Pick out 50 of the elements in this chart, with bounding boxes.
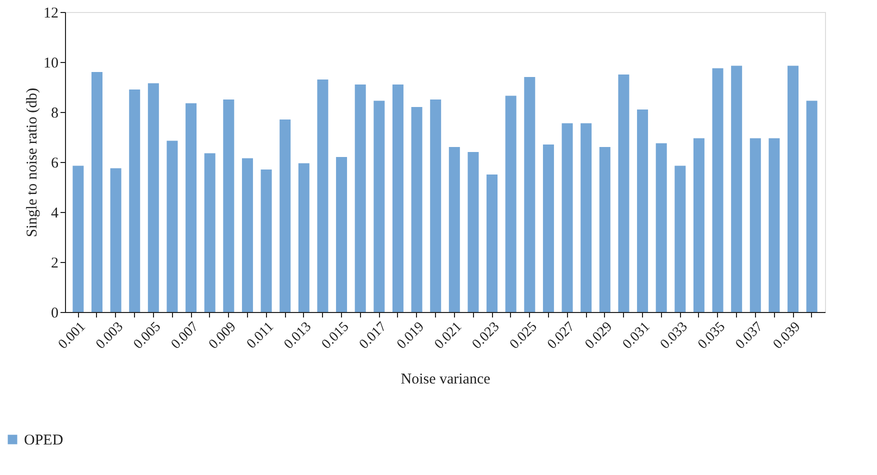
y-axis-title: Single to noise ratio (db) — [24, 88, 40, 238]
bar — [110, 168, 122, 312]
bar — [260, 170, 272, 312]
bar — [542, 144, 554, 312]
y-tick-label: 6 — [51, 156, 59, 172]
bar — [148, 83, 159, 312]
x-axis-title: Noise variance — [400, 372, 491, 388]
bar — [186, 103, 197, 312]
bar — [524, 77, 536, 312]
y-tick-label: 4 — [51, 206, 59, 222]
bar — [656, 143, 667, 312]
legend-label: OPED — [24, 432, 64, 448]
bar — [354, 84, 366, 312]
bar — [468, 152, 479, 312]
bar — [806, 100, 818, 312]
bar — [712, 68, 724, 312]
bar — [166, 140, 178, 312]
y-tick-label: 12 — [44, 6, 58, 22]
bar — [731, 66, 742, 312]
bar — [599, 147, 610, 312]
y-tick-label: 0 — [51, 306, 58, 322]
bar — [374, 100, 385, 312]
bar — [486, 174, 498, 312]
y-tick-label: 8 — [51, 106, 58, 122]
bar — [411, 107, 422, 312]
y-tick-label: 2 — [51, 256, 58, 272]
bar — [129, 90, 140, 312]
bar — [223, 100, 234, 312]
bar — [430, 100, 442, 312]
bar — [280, 120, 291, 312]
bar — [204, 153, 216, 312]
bar — [637, 110, 648, 312]
bar — [750, 138, 761, 312]
bar — [298, 163, 310, 312]
bar — [72, 166, 84, 312]
bar — [562, 123, 573, 312]
bar — [693, 138, 704, 312]
bar — [91, 72, 102, 312]
bar — [618, 74, 630, 312]
bar — [674, 166, 686, 312]
bar — [448, 147, 460, 312]
bar — [336, 157, 348, 312]
bar — [768, 138, 780, 312]
bar — [392, 84, 404, 312]
bar — [788, 66, 799, 312]
bar — [317, 80, 328, 312]
y-tick-label: 10 — [44, 56, 58, 72]
bar — [242, 158, 253, 312]
bar — [580, 123, 592, 312]
bar — [505, 96, 516, 312]
